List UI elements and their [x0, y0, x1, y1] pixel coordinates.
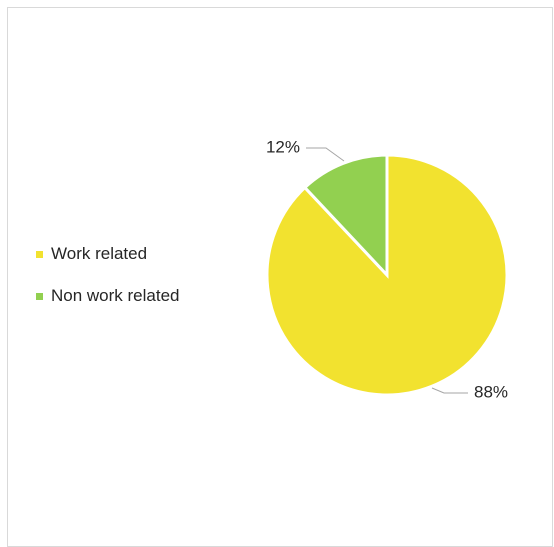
leader-line-non-work-related	[306, 147, 345, 162]
legend-label-work-related: Work related	[51, 244, 148, 263]
legend-item-non-work-related: Non work related	[36, 285, 180, 307]
pie-slice-work-related	[265, 153, 509, 397]
leader-line-work-related	[431, 387, 468, 394]
legend-swatch-work-related	[36, 250, 43, 258]
pie-slice-non-work-related	[302, 153, 389, 279]
legend: Work related Non work related	[36, 243, 180, 327]
data-label-work-related: 88%	[474, 382, 508, 401]
legend-label-non-work-related: Non work related	[51, 286, 180, 305]
data-label-non-work-related: 12%	[266, 137, 300, 156]
legend-swatch-non-work-related	[36, 292, 43, 300]
legend-item-work-related: Work related	[36, 243, 180, 265]
